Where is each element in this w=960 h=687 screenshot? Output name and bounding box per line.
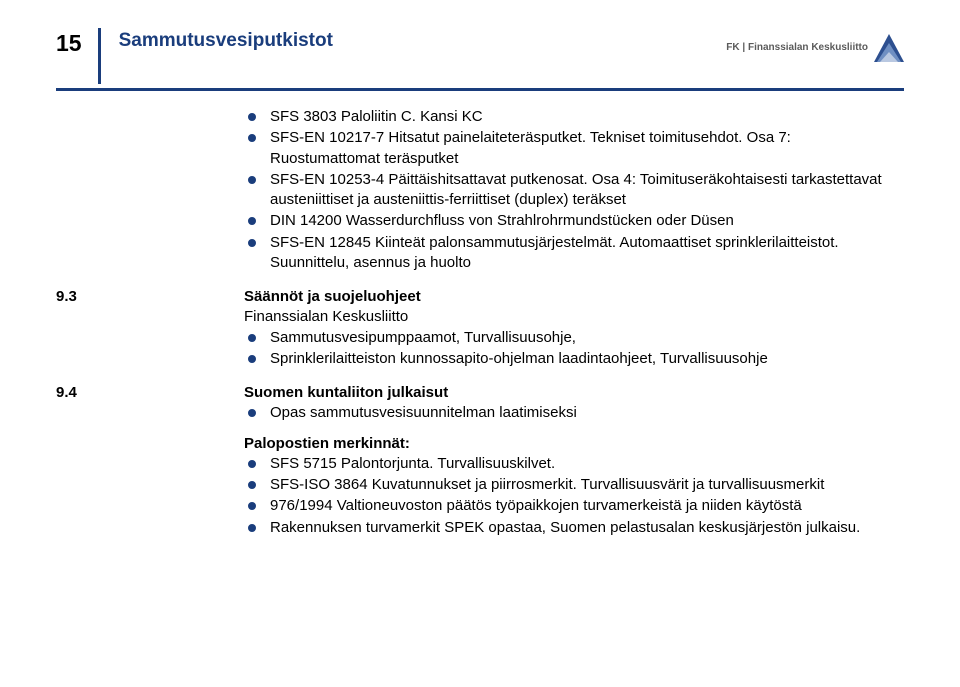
list-item: SFS 3803 Paloliitin C. Kansi KC xyxy=(244,107,904,127)
section-9-3-header: 9.3 Säännöt ja suojeluohjeet xyxy=(56,287,904,307)
list-item-text: DIN 14200 Wasserdurchfluss von Strahlroh… xyxy=(270,212,734,229)
list-item-text: Sammutusvesipumppaamot, Turvallisuusohje… xyxy=(270,329,576,346)
list-item-text: SFS-EN 12845 Kiinteät palonsammutusjärje… xyxy=(270,234,839,271)
list-item-text: SFS 5715 Palontorjunta. Turvallisuuskilv… xyxy=(270,455,555,472)
intro-block: SFS 3803 Paloliitin C. Kansi KC SFS-EN 1… xyxy=(244,107,904,273)
header-horizontal-rule xyxy=(56,88,904,91)
org-label: FK | Finanssialan Keskusliitto xyxy=(726,41,868,55)
list-item: SFS-ISO 3864 Kuvatunnukset ja piirrosmer… xyxy=(244,475,904,495)
list-item: SFS-EN 10217-7 Hitsatut painelaiteteräsp… xyxy=(244,128,904,169)
list-item-text: SFS-EN 10217-7 Hitsatut painelaiteteräsp… xyxy=(270,129,791,166)
section-number: 9.4 xyxy=(56,383,244,403)
section-title: Säännöt ja suojeluohjeet xyxy=(244,287,421,307)
list-item-text: Opas sammutusvesisuunnitelman laatimisek… xyxy=(270,404,577,421)
header-vertical-rule xyxy=(98,28,101,84)
section-9-4-top-bullets: Opas sammutusvesisuunnitelman laatimisek… xyxy=(244,403,904,423)
list-item: Sammutusvesipumppaamot, Turvallisuusohje… xyxy=(244,328,904,348)
header-row: 15 Sammutusvesiputkistot FK | Finanssial… xyxy=(56,28,904,82)
header-left: 15 Sammutusvesiputkistot xyxy=(56,28,333,84)
list-item-text: SFS-EN 10253-4 Päittäishitsattavat putke… xyxy=(270,171,882,208)
list-item: SFS-EN 12845 Kiinteät palonsammutusjärje… xyxy=(244,233,904,274)
page-number: 15 xyxy=(56,28,92,59)
list-item-text: SFS 3803 Paloliitin C. Kansi KC xyxy=(270,108,483,125)
list-item-text: Sprinklerilaitteiston kunnossapito-ohjel… xyxy=(270,350,768,367)
section-9-4-body: Opas sammutusvesisuunnitelman laatimisek… xyxy=(244,403,904,538)
list-item: Sprinklerilaitteiston kunnossapito-ohjel… xyxy=(244,349,904,369)
list-item: 976/1994 Valtioneuvoston päätös työpaikk… xyxy=(244,496,904,516)
list-item-text: Rakennuksen turvamerkit SPEK opastaa, Su… xyxy=(270,519,860,536)
document-title: Sammutusvesiputkistot xyxy=(119,28,333,54)
list-item: DIN 14200 Wasserdurchfluss von Strahlroh… xyxy=(244,211,904,231)
list-item: SFS-EN 10253-4 Päittäishitsattavat putke… xyxy=(244,170,904,211)
list-item-text: 976/1994 Valtioneuvoston päätös työpaikk… xyxy=(270,497,802,514)
section-9-3-bullets: Sammutusvesipumppaamot, Turvallisuusohje… xyxy=(244,328,904,370)
section-9-4-sub-bullets: SFS 5715 Palontorjunta. Turvallisuuskilv… xyxy=(244,454,904,538)
list-item-text: SFS-ISO 3864 Kuvatunnukset ja piirrosmer… xyxy=(270,476,824,493)
list-item: SFS 5715 Palontorjunta. Turvallisuuskilv… xyxy=(244,454,904,474)
org-logo-block: FK | Finanssialan Keskusliitto xyxy=(726,28,904,62)
intro-bullet-list: SFS 3803 Paloliitin C. Kansi KC SFS-EN 1… xyxy=(244,107,904,273)
section-lead-text: Finanssialan Keskusliitto xyxy=(244,307,904,327)
section-9-3-body: Finanssialan Keskusliitto Sammutusvesipu… xyxy=(244,307,904,369)
list-item: Opas sammutusvesisuunnitelman laatimisek… xyxy=(244,403,904,423)
subheading: Palopostien merkinnät: xyxy=(244,434,904,454)
section-9-4-header: 9.4 Suomen kuntaliiton julkaisut xyxy=(56,383,904,403)
section-title: Suomen kuntaliiton julkaisut xyxy=(244,383,448,403)
document-page: 15 Sammutusvesiputkistot FK | Finanssial… xyxy=(0,0,960,687)
section-number: 9.3 xyxy=(56,287,244,307)
org-logo-icon xyxy=(874,34,904,62)
list-item: Rakennuksen turvamerkit SPEK opastaa, Su… xyxy=(244,518,904,538)
